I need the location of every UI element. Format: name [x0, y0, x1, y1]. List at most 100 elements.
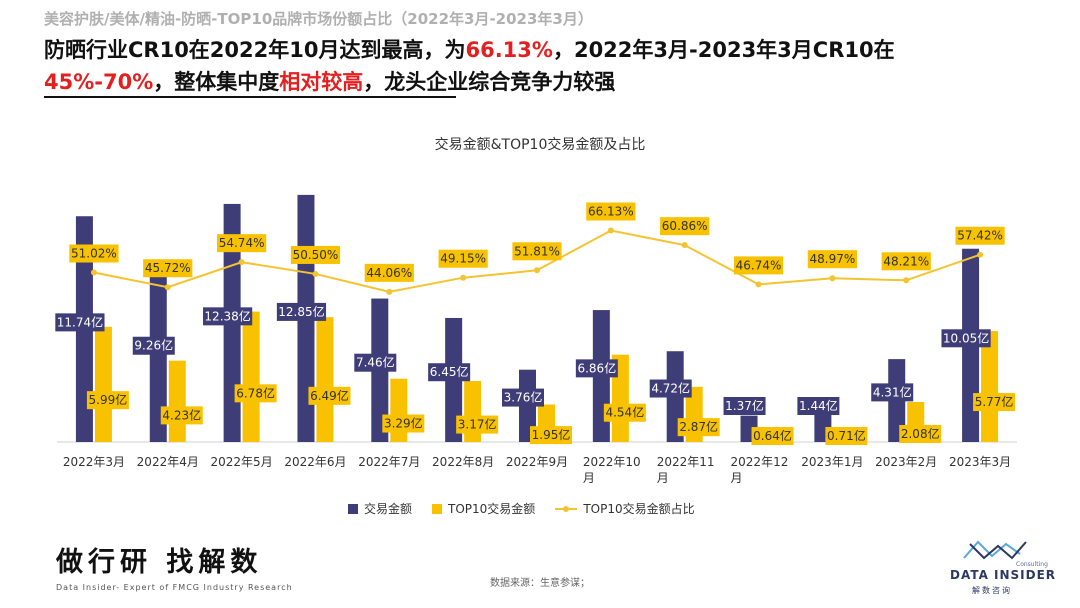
bar-top10-amount [168, 360, 186, 442]
data-label-trade-amount: 12.85亿 [276, 302, 327, 321]
legend-label: TOP10交易金额占比 [583, 502, 695, 516]
headline-highlight: 66.13% [465, 38, 553, 62]
x-tick-label: 2022年9月 [506, 455, 568, 469]
data-label-text: 3.17亿 [458, 417, 497, 432]
data-label-top10-amount: 0.64亿 [751, 427, 794, 445]
data-label-trade-amount: 6.86亿 [575, 359, 618, 378]
x-tick-label: 2022年10 [583, 455, 641, 469]
data-label-text: 6.78亿 [236, 385, 275, 400]
data-label-top10-amount: 3.17亿 [456, 415, 499, 434]
headline-highlight: 相对较高 [279, 70, 364, 94]
data-label-text: 45.72% [145, 261, 191, 275]
data-label-bg [512, 242, 562, 261]
data-label-bg [586, 202, 636, 221]
share-point [312, 270, 319, 277]
data-label-trade-amount: 4.72亿 [649, 379, 692, 398]
data-label-share: 48.21% [881, 252, 931, 271]
data-label-trade-amount: 6.45亿 [428, 363, 471, 382]
data-label-bg [825, 427, 868, 445]
data-label-bg [55, 313, 105, 332]
data-label-top10-amount: 5.77亿 [973, 393, 1016, 412]
data-label-share: 46.74% [733, 256, 784, 275]
data-label-text: 7.46亿 [356, 355, 395, 370]
brand-slogan: 做行研 找解数 [56, 547, 263, 578]
data-label-text: 48.21% [883, 254, 929, 268]
data-label-share: 48.97% [807, 250, 857, 269]
data-label-text: 66.13% [588, 205, 634, 219]
legend-item-top10-amount: TOP10交易金额 [432, 500, 535, 517]
data-label-bg [973, 393, 1016, 412]
legend-item-top10-share: TOP10交易金额占比 [555, 500, 695, 517]
data-label-top10-amount: 2.08亿 [899, 425, 942, 443]
data-label-bg [217, 234, 267, 253]
data-label-bg [660, 217, 710, 236]
data-label-trade-amount: 12.38亿 [203, 307, 253, 326]
data-label-share: 66.13% [586, 202, 636, 221]
share-point [534, 267, 540, 274]
data-label-text: 50.50% [293, 248, 339, 262]
x-tick-label: 2023年1月 [801, 455, 863, 469]
data-label-trade-amount: 7.46亿 [354, 353, 397, 372]
data-label-top10-amount: 4.54亿 [603, 403, 646, 422]
data-label-top10-amount: 5.99亿 [86, 391, 129, 410]
x-tick-label: 2022年8月 [432, 455, 494, 469]
data-label-text: 4.72亿 [651, 381, 690, 396]
data-label-share: 57.42% [955, 226, 1005, 245]
headline-line-1: 防晒行业CR10在2022年10月达到最高，为66.13%，2022年3月-20… [44, 34, 895, 64]
data-label-text: 9.26亿 [134, 338, 173, 353]
data-label-top10-amount: 6.49亿 [308, 386, 351, 405]
data-label-bg [649, 379, 692, 398]
data-label-bg [899, 425, 942, 443]
data-label-bg [86, 391, 129, 410]
data-label-top10-amount: 3.29亿 [382, 414, 425, 433]
brand-tagline: Data Insider- Expert of FMCG Industry Re… [56, 583, 293, 592]
data-label-trade-amount: 11.74亿 [55, 313, 105, 332]
headline-text: ，2022年3月-2023年3月CR10在 [552, 38, 895, 62]
data-label-bg [276, 302, 327, 321]
x-tick-label: 月 [657, 471, 669, 485]
share-point [755, 281, 762, 288]
data-label-text: 1.44亿 [799, 398, 838, 413]
x-tick-label: 月 [583, 471, 595, 485]
data-label-bg [143, 259, 193, 278]
data-label-bg [881, 252, 931, 271]
data-label-bg [677, 418, 720, 437]
share-point [607, 227, 614, 234]
chart-legend: 交易金额 TOP10交易金额 TOP10交易金额占比 [348, 500, 695, 517]
data-label-trade-amount: 3.76亿 [502, 388, 544, 407]
data-label-text: 60.86% [662, 219, 708, 233]
data-label-trade-amount: 1.37亿 [723, 397, 766, 415]
legend-label: TOP10交易金额 [448, 502, 536, 516]
headline-text: 防晒行业CR10在2022年10月达到最高，为 [44, 38, 466, 62]
data-label-text: 51.02% [71, 247, 117, 261]
x-tick-label: 2022年12 [731, 455, 789, 469]
legend-swatch [348, 503, 358, 514]
data-label-trade-amount: 1.44亿 [797, 397, 840, 415]
data-label-bg [733, 256, 784, 275]
logo-mark-icon [963, 540, 1027, 560]
x-tick-label: 2022年6月 [284, 455, 346, 469]
data-label-bg [290, 245, 341, 264]
data-label-bg [603, 403, 646, 422]
data-label-text: 2.87亿 [679, 419, 718, 434]
data-label-bg [308, 386, 351, 405]
data-label-text: 10.05亿 [943, 330, 989, 345]
x-tick-label: 2022年4月 [137, 455, 199, 469]
data-label-bg [723, 397, 766, 415]
data-label-share: 44.06% [364, 263, 414, 282]
headline-underline [44, 96, 456, 98]
data-label-bg [132, 336, 175, 355]
share-point [460, 274, 467, 281]
legend-label: 交易金额 [364, 502, 413, 516]
share-point [386, 288, 393, 295]
x-tick-label: 2022年11 [657, 455, 715, 469]
x-tick-label: 月 [731, 471, 743, 485]
chart-canvas: 2022年3月 2022年4月 2022年5月 2022年6月 2022年7月 2022年… [55, 194, 1017, 485]
share-point [829, 275, 836, 282]
data-insider-logo: Consulting DATA INSIDER 解数咨询 [950, 536, 1055, 600]
data-label-bg [69, 244, 119, 263]
bar-top10-amount [242, 311, 260, 442]
data-label-text: 2.08亿 [901, 426, 940, 441]
data-label-bg [575, 359, 618, 378]
x-tick-label: 2023年2月 [875, 455, 937, 469]
